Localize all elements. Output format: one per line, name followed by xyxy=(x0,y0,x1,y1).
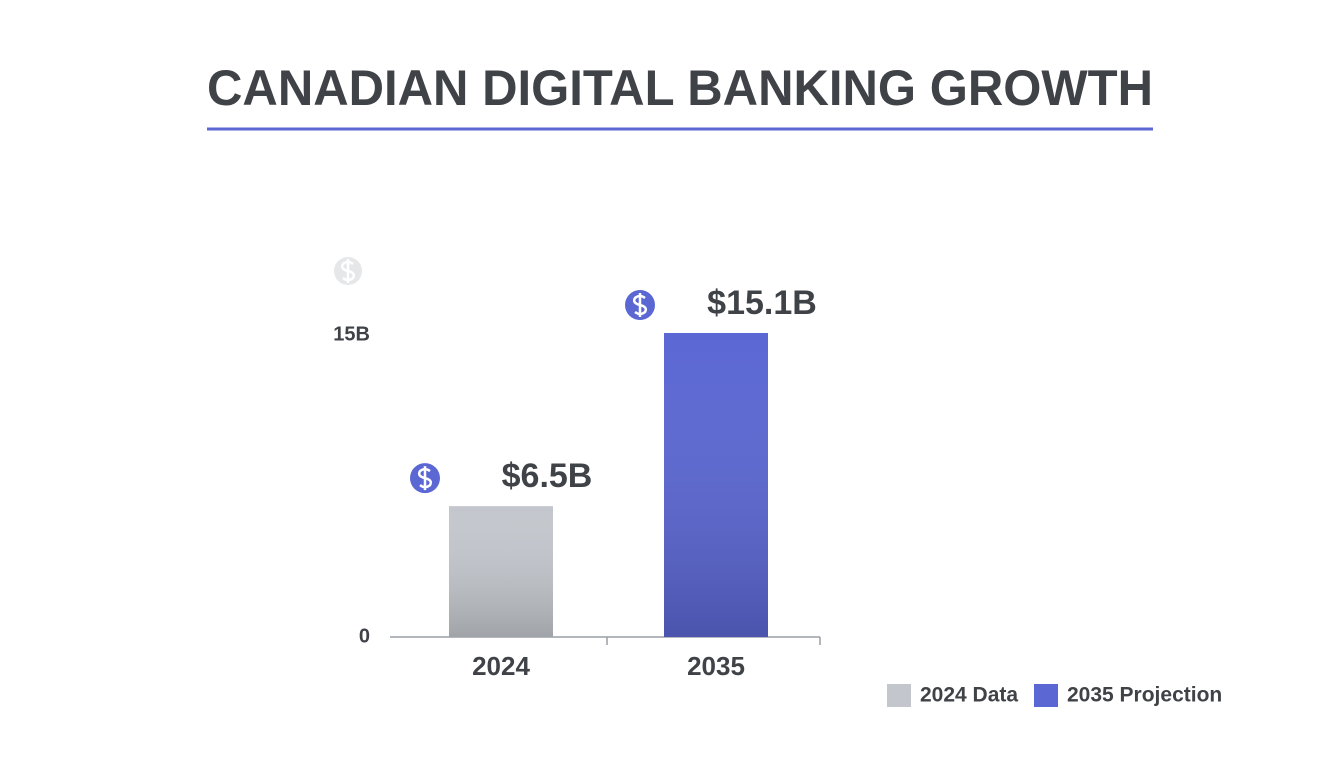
legend-swatch xyxy=(1034,684,1058,707)
icon-glyph xyxy=(632,292,648,317)
dollar-icon xyxy=(625,289,655,320)
y-tick-label: 0 xyxy=(359,625,370,647)
legend-swatch xyxy=(887,684,911,707)
dollar-icon xyxy=(410,463,440,494)
x-tick-label: 2024 xyxy=(472,651,530,681)
y-tick-label: 15B xyxy=(333,323,370,345)
bar-shade xyxy=(449,506,553,637)
legend-label: 2035 Projection xyxy=(1067,684,1222,707)
legend-label: 2024 Data xyxy=(920,684,1018,707)
value-label: $6.5B xyxy=(502,457,593,495)
x-tick-label: 2035 xyxy=(687,651,745,681)
chart-title: CANADIAN DIGITAL BANKING GROWTH xyxy=(207,60,1153,116)
axis-icon xyxy=(334,257,362,285)
value-label: $15.1B xyxy=(707,284,817,322)
bar-shade xyxy=(664,332,768,637)
icon-glyph xyxy=(417,466,433,491)
